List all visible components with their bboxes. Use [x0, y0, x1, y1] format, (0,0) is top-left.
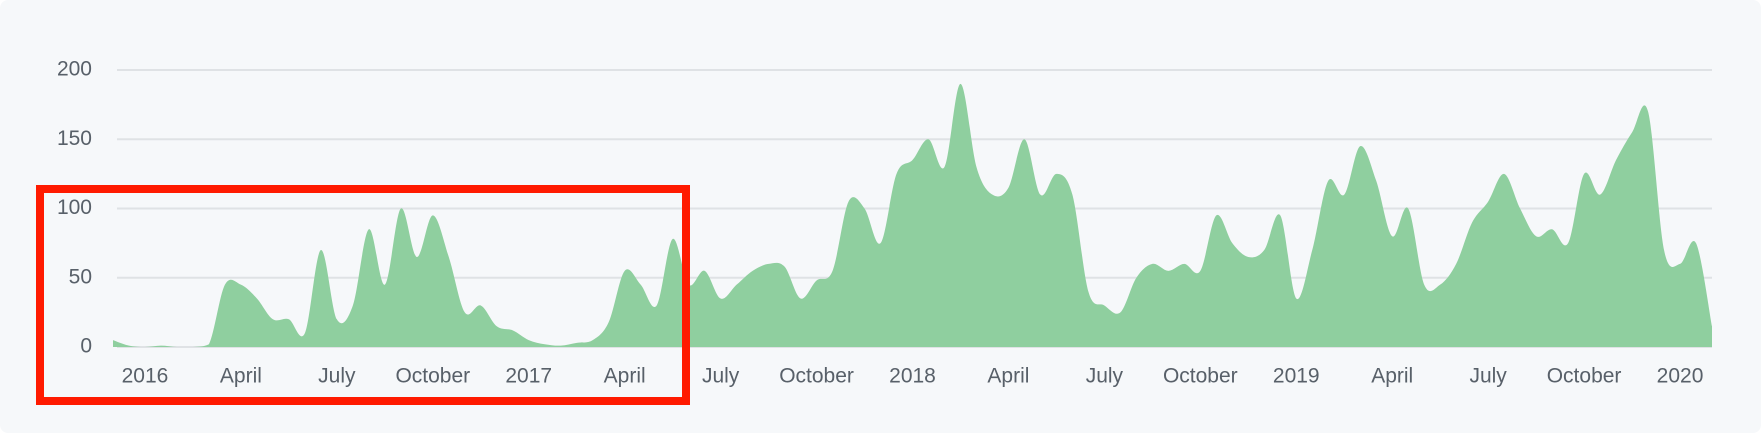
x-tick-label: July	[702, 365, 740, 388]
x-tick-label: April	[987, 365, 1029, 388]
x-tick-label: October	[395, 365, 470, 388]
y-tick-label: 50	[69, 265, 92, 288]
x-tick-label: 2018	[889, 365, 936, 388]
x-tick-label: April	[220, 365, 262, 388]
x-tick-label: 2019	[1273, 365, 1320, 388]
x-tick-label: 2017	[505, 365, 552, 388]
x-tick-label: October	[1547, 365, 1622, 388]
x-tick-label: 2016	[122, 365, 169, 388]
x-tick-label: 2020	[1657, 365, 1704, 388]
y-tick-label: 0	[80, 335, 92, 358]
y-tick-label: 100	[57, 196, 92, 219]
highlight-box	[36, 185, 690, 405]
y-tick-label: 200	[57, 58, 92, 81]
x-tick-label: April	[604, 365, 646, 388]
x-tick-label: July	[318, 365, 356, 388]
contribution-area	[113, 83, 1712, 347]
x-tick-label: October	[1163, 365, 1238, 388]
y-tick-label: 150	[57, 127, 92, 150]
x-tick-label: July	[1086, 365, 1124, 388]
x-tick-label: July	[1469, 365, 1507, 388]
x-tick-label: April	[1371, 365, 1413, 388]
x-tick-label: October	[779, 365, 854, 388]
